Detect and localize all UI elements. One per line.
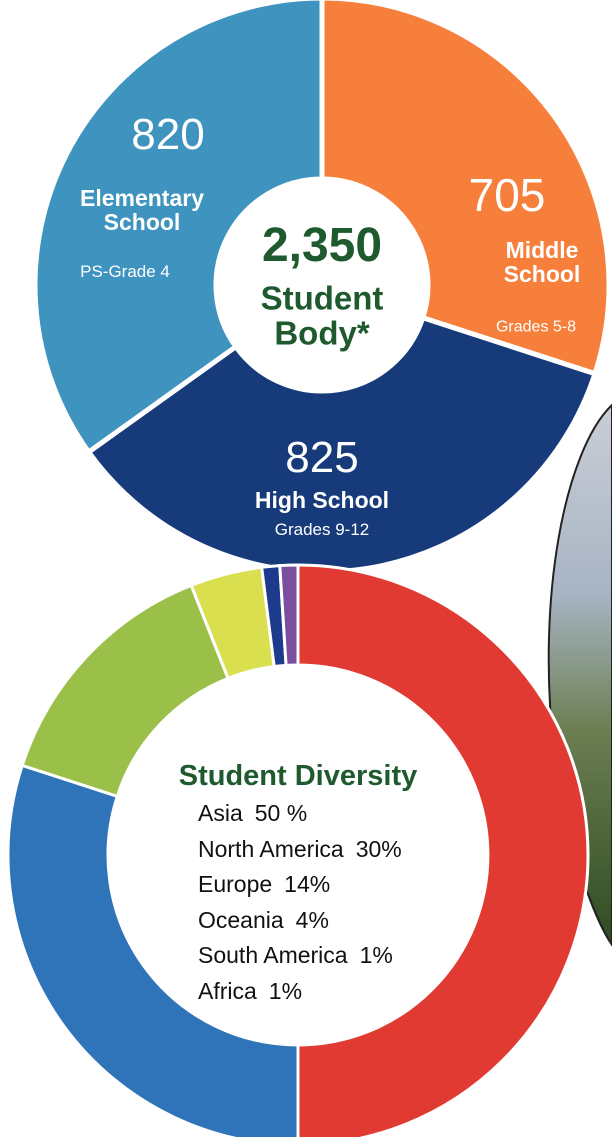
legend-name: Asia (198, 800, 243, 826)
legend-name: Europe (198, 871, 272, 897)
segment-value: 825 (285, 435, 358, 481)
segment-label: Middle School (497, 238, 587, 286)
legend-row: Asia 50 % (198, 800, 307, 827)
center-title: Student Body* (237, 281, 407, 350)
legend-value: 1% (360, 942, 393, 968)
legend-title: Student Diversity (179, 761, 418, 791)
segment-sublabel: Grades 5-8 (496, 320, 576, 337)
legend-row: Europe 14% (198, 871, 330, 898)
legend-row: North America 30% (198, 836, 402, 863)
segment-sublabel: Grades 9-12 (275, 521, 370, 539)
segment-value: 820 (131, 112, 204, 158)
segment-label: Elementary School (77, 186, 207, 234)
segment-value: 705 (469, 171, 546, 219)
legend-name: North America (198, 836, 344, 862)
legend-value: 4% (296, 907, 329, 933)
legend-name: South America (198, 942, 348, 968)
legend-name: Oceania (198, 907, 284, 933)
legend-value: 14% (284, 871, 330, 897)
legend-row: South America 1% (198, 942, 393, 969)
legend-value: 50 % (255, 800, 307, 826)
legend-row: Oceania 4% (198, 907, 329, 934)
legend-row: Africa 1% (198, 978, 302, 1005)
legend-value: 30% (356, 836, 402, 862)
legend-value: 1% (269, 978, 302, 1004)
segment-label: High School (255, 488, 389, 512)
legend-name: Africa (198, 978, 257, 1004)
center-total: 2,350 (262, 221, 382, 271)
segment-sublabel: PS-Grade 4 (80, 263, 170, 281)
page: 820 Elementary School PS-Grade 4 705 Middle … (0, 0, 612, 1137)
